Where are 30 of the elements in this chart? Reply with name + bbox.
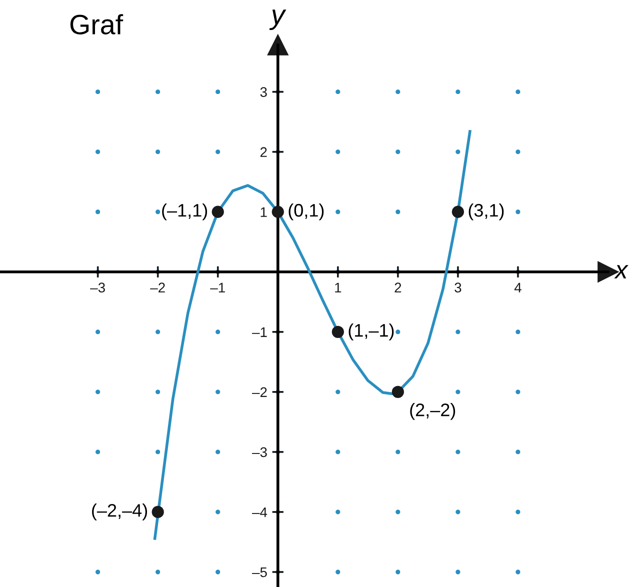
x-tick-label: 4 <box>514 282 522 292</box>
x-tick-label: –2 <box>150 282 165 292</box>
point <box>392 386 404 398</box>
x-axis-title: x <box>614 265 628 278</box>
point <box>152 506 164 518</box>
point <box>332 326 344 338</box>
x-tick-label: 3 <box>454 282 462 293</box>
y-tick-label: 2 <box>260 147 267 157</box>
x-tick-label: –3 <box>90 282 105 293</box>
y-tick-label: –1 <box>252 327 267 337</box>
y-tick-label: 1 <box>260 207 267 217</box>
y-tick-label: –2 <box>252 387 267 397</box>
y-tick-label: –4 <box>252 507 268 518</box>
annotation: (0,1) <box>288 203 324 220</box>
point <box>272 206 284 218</box>
x-tick-label: –1 <box>210 282 225 292</box>
point <box>452 206 464 218</box>
y-tick-label: –5 <box>252 567 267 578</box>
x-tick-label: 2 <box>394 282 402 292</box>
chart-title: Graf <box>70 14 124 34</box>
annotation: (2,–2) <box>410 403 456 420</box>
annotation: (–1,1) <box>162 203 208 220</box>
annotation: (3,1) <box>468 203 504 220</box>
annotation: (–2,–4) <box>92 504 148 520</box>
x-tick-label: 1 <box>335 282 342 292</box>
point <box>212 206 224 218</box>
y-axis-title: y <box>269 10 286 30</box>
y-tick-label: –3 <box>252 447 267 458</box>
y-tick-label: 3 <box>260 87 267 97</box>
annotation: (1,–1) <box>348 323 394 340</box>
